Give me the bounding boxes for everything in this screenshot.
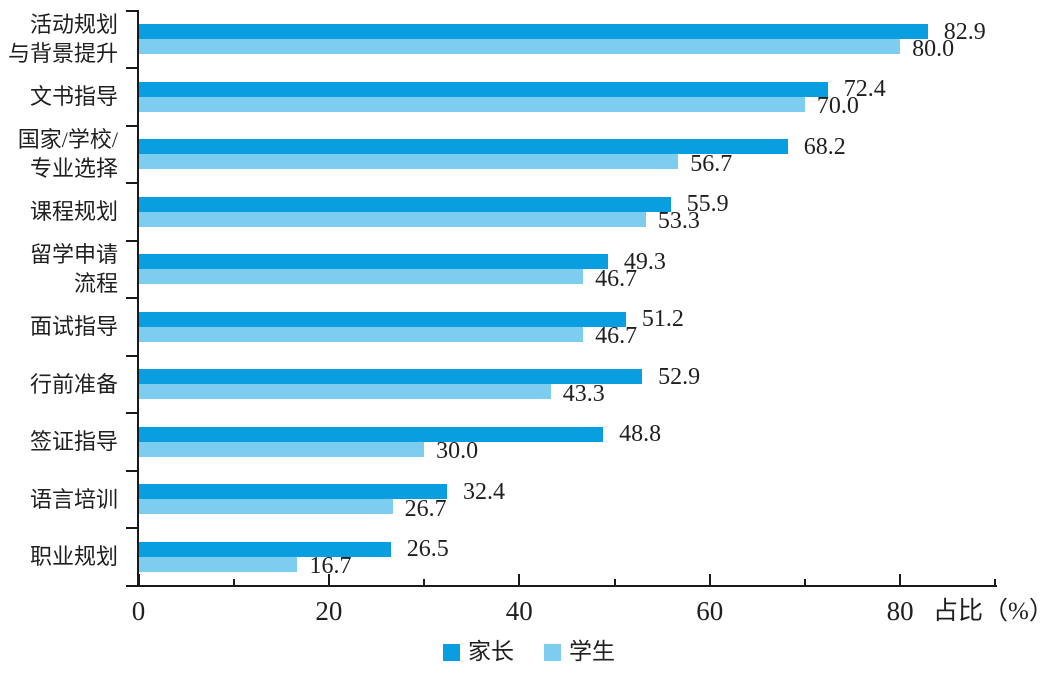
category-label: 面试指导 <box>29 314 118 340</box>
bar-students <box>138 96 805 112</box>
x-axis-tick-label: 60 <box>696 596 724 626</box>
category-label: 留学申请 流程 <box>29 242 118 297</box>
x-axis-major-tick <box>327 574 330 585</box>
y-axis-tick <box>126 412 138 414</box>
category-label: 职业规划 <box>29 544 118 570</box>
x-axis-minor-tick <box>423 579 426 585</box>
x-axis-tick-label: 20 <box>315 596 343 626</box>
x-axis-minor-tick <box>803 579 806 585</box>
bar-parents <box>138 139 788 155</box>
legend-label-students: 学生 <box>569 639 615 664</box>
y-axis-tick <box>126 124 138 127</box>
bar-parents <box>138 311 626 327</box>
bar-students <box>138 499 393 515</box>
x-axis-minor-tick <box>613 579 616 585</box>
value-label-parents: 32.4 <box>462 478 505 505</box>
value-label-students: 46.7 <box>595 323 638 350</box>
x-axis-line <box>137 585 997 587</box>
y-axis-tick <box>126 297 138 299</box>
value-label-parents: 72.4 <box>843 76 886 103</box>
bar-students <box>138 556 298 572</box>
bar-parents <box>138 426 604 442</box>
bar-parents <box>138 484 447 500</box>
bar-students <box>138 154 679 170</box>
legend: 家长 学生 <box>0 640 1058 664</box>
bar-students <box>138 384 551 400</box>
bar-students <box>138 269 584 285</box>
value-label-students: 56.7 <box>690 150 733 177</box>
bar-parents <box>138 196 671 212</box>
y-axis-tick <box>126 67 138 69</box>
x-axis-minor-tick <box>994 579 997 585</box>
y-axis-line <box>137 10 139 587</box>
value-label-students: 16.7 <box>309 553 352 580</box>
legend-item-parents: 家长 <box>443 640 514 664</box>
legend-label-parents: 家长 <box>468 639 514 664</box>
category-label: 活动规划 与背景提升 <box>7 12 118 67</box>
bar-students <box>138 441 425 457</box>
bar-parents <box>138 24 928 40</box>
y-axis-tick <box>126 182 138 184</box>
bar-parents <box>138 541 391 557</box>
x-axis-major-tick <box>518 574 521 585</box>
bar-students <box>138 326 584 342</box>
category-label: 语言培训 <box>29 486 118 512</box>
y-axis-tick <box>126 469 138 472</box>
x-axis-tick-label: 0 <box>131 596 146 626</box>
bar-parents <box>138 369 643 385</box>
value-label-parents: 48.8 <box>619 421 662 448</box>
value-label-parents: 52.9 <box>658 363 701 390</box>
category-label: 行前准备 <box>29 371 118 397</box>
value-label-students: 46.7 <box>595 265 638 292</box>
value-label-parents: 55.9 <box>686 191 729 218</box>
value-label-students: 53.3 <box>657 208 700 235</box>
value-label-parents: 68.2 <box>803 133 846 160</box>
value-label-students: 80.0 <box>912 35 955 62</box>
bar-parents <box>138 254 608 270</box>
value-label-parents: 26.5 <box>406 536 449 563</box>
x-axis-minor-tick <box>232 579 235 585</box>
y-axis-tick <box>126 9 138 12</box>
value-label-parents: 82.9 <box>943 18 986 45</box>
value-label-parents: 51.2 <box>641 306 684 333</box>
value-label-parents: 49.3 <box>623 248 666 275</box>
legend-item-students: 学生 <box>544 640 615 664</box>
category-label: 文书指导 <box>29 84 118 110</box>
category-label: 签证指导 <box>29 429 118 455</box>
value-label-students: 30.0 <box>436 438 479 465</box>
value-label-students: 70.0 <box>816 93 859 120</box>
y-axis-tick <box>126 584 138 587</box>
bar-parents <box>138 81 828 97</box>
x-axis-tick-label: 40 <box>505 596 533 626</box>
x-axis-major-tick <box>708 574 711 585</box>
legend-swatch-students <box>544 643 561 661</box>
value-label-students: 26.7 <box>404 495 447 522</box>
x-axis-title: 占比（%） <box>933 598 1054 625</box>
bar-students <box>138 39 901 55</box>
y-axis-tick <box>126 239 138 242</box>
bar-students <box>138 211 646 227</box>
x-axis-major-tick <box>899 574 902 585</box>
value-label-students: 43.3 <box>562 380 605 407</box>
legend-swatch-parents <box>443 643 460 661</box>
y-axis-tick <box>126 354 138 357</box>
category-label: 国家/学校/专业选择 <box>17 127 118 182</box>
x-axis-tick-label: 80 <box>886 596 914 626</box>
category-label: 课程规划 <box>29 199 118 225</box>
y-axis-tick <box>126 527 138 529</box>
